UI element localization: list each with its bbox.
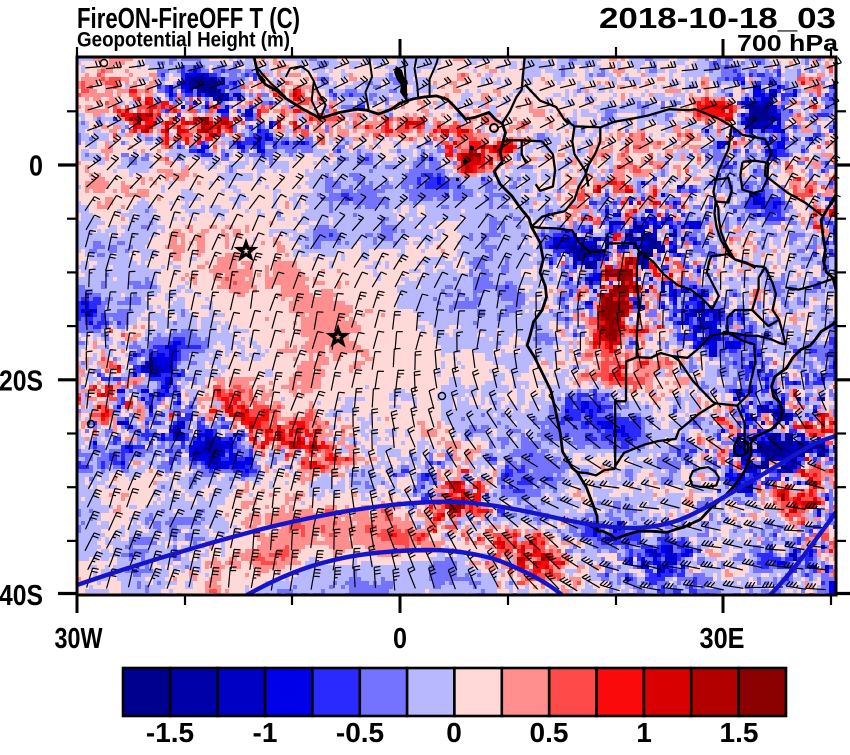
svg-text:-1.5: -1.5	[146, 717, 194, 748]
svg-text:40S: 40S	[0, 580, 43, 612]
svg-text:30W: 30W	[55, 623, 103, 655]
svg-text:30E: 30E	[700, 623, 745, 655]
svg-text:2018-10-18_03: 2018-10-18_03	[599, 3, 836, 35]
svg-text:1: 1	[636, 717, 652, 748]
svg-text:0: 0	[393, 623, 407, 655]
svg-text:700 hPa: 700 hPa	[737, 30, 838, 56]
svg-text:20S: 20S	[0, 365, 43, 397]
svg-text:FireON-FireOFF T (C): FireON-FireOFF T (C)	[77, 3, 300, 35]
svg-text:-1: -1	[253, 717, 278, 748]
svg-text:0.5: 0.5	[530, 717, 569, 748]
svg-text:Geopotential Height (m): Geopotential Height (m)	[77, 29, 290, 52]
svg-text:-0.5: -0.5	[336, 717, 384, 748]
svg-text:1.5: 1.5	[720, 717, 759, 748]
svg-text:0: 0	[446, 717, 462, 748]
svg-text:0: 0	[29, 151, 43, 183]
